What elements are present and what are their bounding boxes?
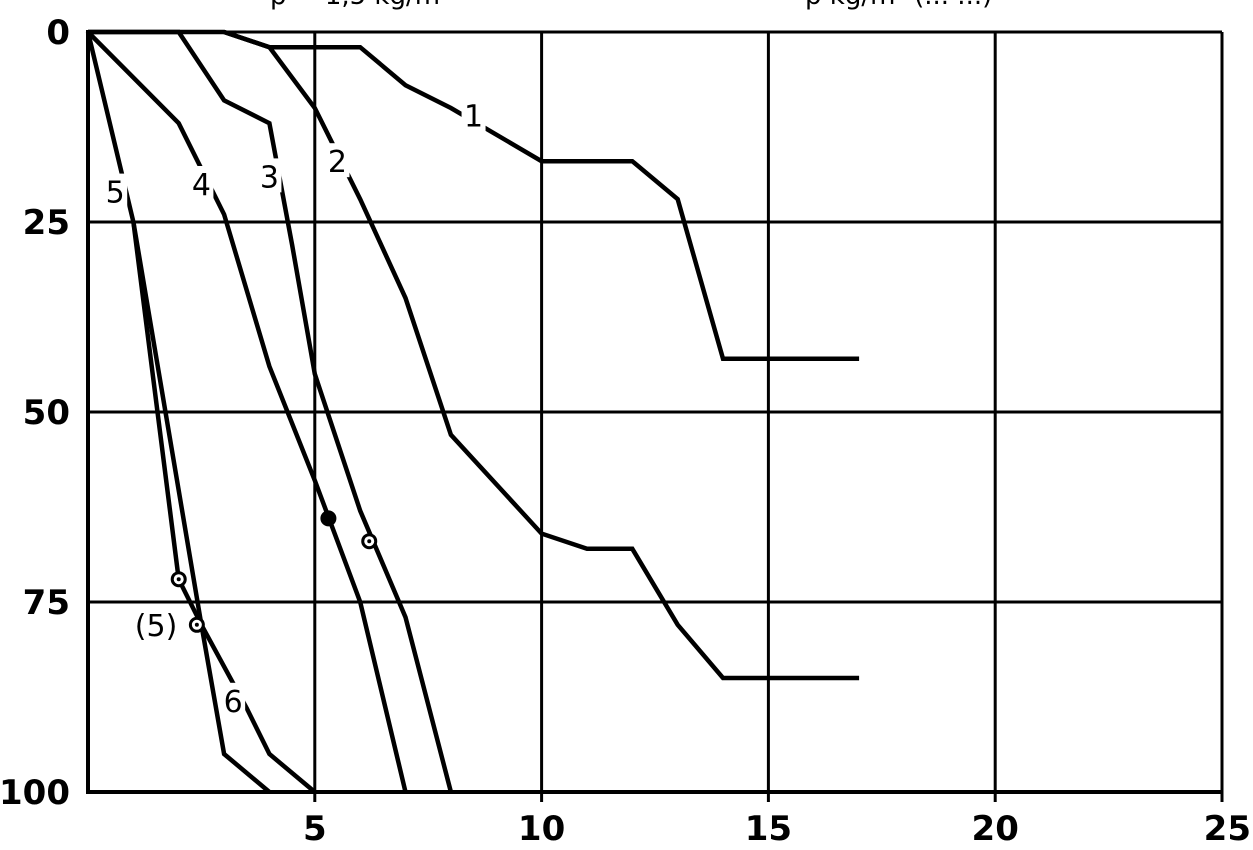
curve-label-halo: [133, 606, 180, 641]
y-tick-label: 100: [0, 773, 70, 813]
curve-label-1: 1: [464, 100, 483, 135]
header-left-fragment: ρ = 1,5 kg/m³: [270, 0, 451, 11]
series-line-1: [223, 29, 860, 362]
grid: [88, 30, 1224, 792]
point-markers: [170, 510, 378, 633]
x-tick-label: 5: [303, 809, 327, 849]
y-tick-label: 75: [23, 583, 70, 623]
marker-point-center: [176, 577, 181, 582]
marker-point: [320, 510, 337, 527]
curve-label-halo: [189, 166, 214, 200]
y-tick-label: 50: [23, 393, 70, 433]
x-tick-label: 15: [745, 809, 792, 849]
marker-point-center: [367, 539, 372, 544]
series-line-6: [131, 221, 317, 794]
curve-label-halo: [221, 682, 246, 717]
curve-labels: 1 2 3 4 5 6 (5): [103, 97, 486, 720]
curve-label-halo: [461, 97, 486, 132]
x-tick-label: 20: [972, 809, 1019, 849]
series-line-3: [88, 29, 454, 793]
curve-label-halo: [103, 173, 128, 208]
curve-label-5: 5: [106, 176, 125, 211]
curve-label-3: 3: [260, 160, 279, 195]
axes: [86, 30, 1224, 802]
curve-label-halo: [325, 143, 350, 178]
header-right-fragment: p kg/m² (... ...): [805, 0, 992, 11]
curve-label-6: 6: [224, 685, 243, 720]
x-tick-label: 25: [1204, 809, 1251, 849]
curve-label-2: 2: [328, 145, 347, 180]
curve-label-halo: [257, 158, 282, 193]
y-tick-label: 0: [46, 13, 70, 53]
series-line-4: [86, 30, 408, 793]
x-tick-label: 10: [518, 809, 565, 849]
curve-label-5: (5): [135, 609, 178, 644]
series-line-2: [88, 29, 860, 681]
curve-label-4: 4: [192, 168, 211, 203]
y-tick-label: 25: [23, 203, 70, 243]
marker-point-center: [194, 622, 199, 627]
